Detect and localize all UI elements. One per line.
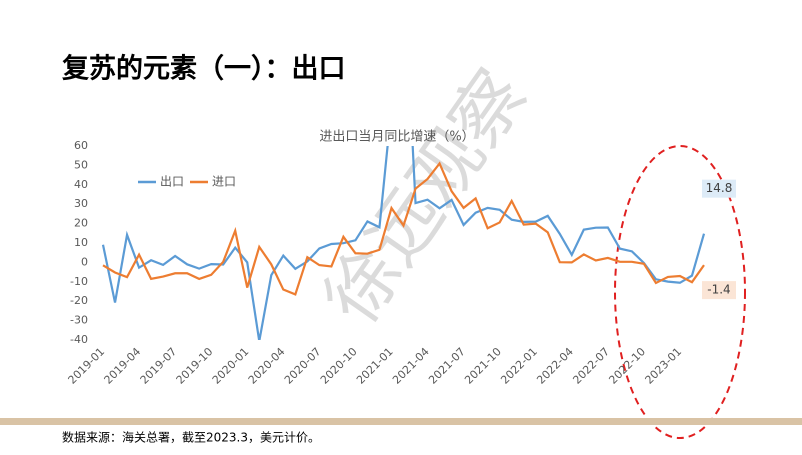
y-tick-label: 60: [74, 139, 88, 152]
y-tick-label: -30: [70, 314, 88, 327]
highlight-ellipse: [614, 145, 746, 439]
line-series: [101, 146, 706, 340]
x-tick-label: 2020-04: [246, 345, 288, 387]
x-tick-label: 2022-01: [498, 345, 540, 387]
x-tick-label: 2021-07: [426, 345, 468, 387]
x-tick-label: 2022-04: [534, 345, 576, 387]
y-tick-label: -10: [70, 275, 88, 288]
legend-label: 进口: [212, 175, 236, 189]
slide-title: 复苏的元素（一）：出口: [62, 53, 346, 85]
x-tick-label: 2019-04: [102, 345, 144, 387]
footer-band: [0, 418, 802, 425]
x-tick-label: 2021-04: [390, 345, 432, 387]
x-tick-label: 2021-10: [462, 345, 504, 387]
x-tick-label: 2019-10: [174, 345, 216, 387]
line-series: [102, 161, 705, 296]
value-label: -1.4: [707, 283, 730, 297]
x-tick-label: 2023-01: [643, 345, 685, 387]
x-tick-label: 2020-07: [282, 345, 324, 387]
watermark: 徐远观察: [309, 55, 543, 339]
y-tick-label: 30: [74, 197, 88, 210]
value-label: 14.8: [706, 181, 733, 195]
y-tick-label: -20: [70, 294, 88, 307]
chart-title: 进出口当月同比增速（%）: [319, 130, 474, 145]
y-tick-label: 0: [81, 255, 88, 268]
x-tick-label: 2019-01: [66, 345, 108, 387]
y-tick-label: 40: [74, 178, 88, 191]
x-tick-label: 2022-07: [570, 345, 612, 387]
x-tick-label: 2020-10: [318, 345, 360, 387]
legend-label: 出口: [160, 175, 184, 189]
y-tick-label: 50: [74, 158, 88, 171]
y-tick-label: 10: [74, 236, 88, 249]
x-tick-label: 2021-01: [354, 345, 396, 387]
x-tick-label: 2019-07: [138, 345, 180, 387]
y-tick-label: -40: [70, 333, 88, 346]
value-label-box: [702, 281, 736, 300]
value-label-box: [702, 179, 736, 198]
x-tick-label: 2020-01: [210, 345, 252, 387]
source-note: 数据来源：海关总署，截至2023.3，美元计价。: [62, 430, 320, 445]
y-tick-label: 20: [74, 217, 88, 230]
